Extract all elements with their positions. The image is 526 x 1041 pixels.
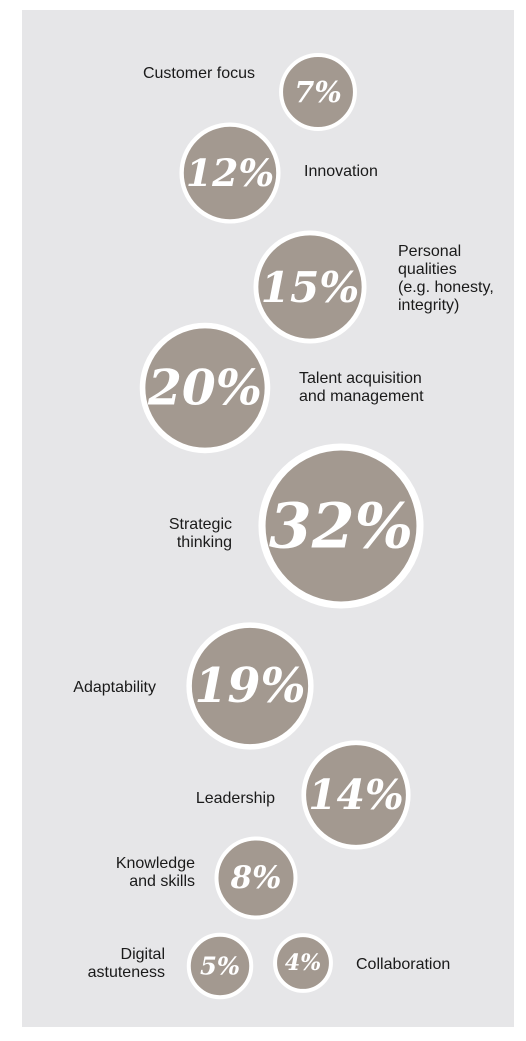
bubble-value-label: 5%	[200, 952, 240, 981]
bubble-value-label: 7%	[294, 75, 341, 109]
bubble-value-label: 4%	[285, 950, 321, 976]
label-strategic-thinking: Strategic thinking	[120, 516, 232, 552]
label-line: and management	[299, 388, 424, 405]
bubble-value-label: 12%	[186, 151, 274, 195]
bubble-value-label: 32%	[269, 490, 413, 563]
bubble-value-label: 19%	[194, 658, 305, 714]
label-line: Knowledge	[115, 855, 195, 872]
label-innovation: Innovation	[304, 163, 378, 180]
bubble-value-label: 20%	[147, 360, 262, 417]
label-knowledge-and-skills: Knowledge and skills	[80, 855, 195, 891]
bubble-digital-astuteness	[186, 932, 254, 1000]
label-line: (e.g. honesty,	[398, 279, 494, 296]
label-personal-qualities: Personal qualities (e.g. honesty, integr…	[398, 243, 494, 315]
label-line: Strategic	[168, 516, 232, 533]
label-line: thinking	[176, 534, 232, 551]
bubble-innovation	[179, 122, 281, 224]
label-customer-focus: Customer focus	[142, 65, 255, 82]
bubble-value-label: 8%	[230, 860, 282, 896]
bubble-adaptability	[186, 622, 314, 750]
bubble-leadership	[301, 740, 411, 850]
bubble-strategic-thinking	[258, 443, 424, 609]
label-line: Digital	[120, 946, 165, 963]
bubble-customer-focus	[279, 53, 357, 131]
bubble-value-label: 15%	[261, 262, 360, 312]
bubble-collaboration	[273, 933, 333, 993]
label-adaptability: Adaptability	[73, 679, 156, 696]
label-digital-astuteness: Digital astuteness	[50, 946, 165, 982]
label-line: integrity)	[398, 297, 460, 314]
bubble-value-label: 14%	[308, 771, 403, 819]
label-talent-acquisition: Talent acquisition and management	[299, 370, 424, 406]
label-line: Personal	[398, 243, 462, 260]
label-line: qualities	[398, 261, 457, 278]
bubble-knowledge-and-skills	[214, 836, 298, 920]
label-line: Talent acquisition	[299, 370, 422, 387]
label-line: and skills	[129, 873, 195, 890]
bubble-talent-acquisition-and-management	[139, 322, 271, 454]
label-line: astuteness	[87, 964, 165, 981]
label-leadership: Leadership	[195, 790, 275, 807]
label-collaboration: Collaboration	[356, 956, 451, 973]
bubble-personal-qualities-e-g-honesty-integrity	[253, 230, 367, 344]
